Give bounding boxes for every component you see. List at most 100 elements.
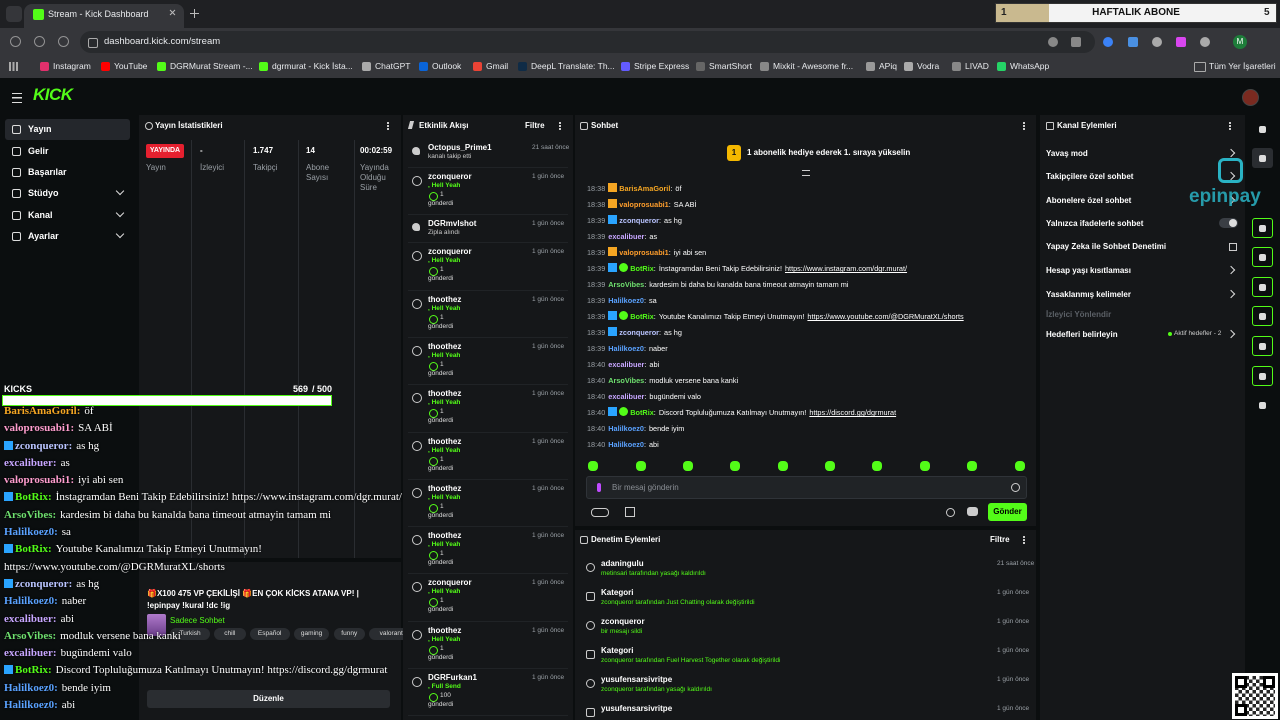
- panel-menu[interactable]: [1229, 122, 1231, 130]
- nav-button[interactable]: [58, 36, 69, 47]
- edit-button[interactable]: Düzenle: [147, 690, 390, 708]
- bookmark[interactable]: LIVAD: [965, 61, 989, 71]
- nav-item[interactable]: Ayarlar: [28, 231, 59, 241]
- nav-item[interactable]: Gelir: [28, 146, 49, 156]
- bookmark[interactable]: Mixkit - Awesome fr...: [773, 61, 854, 71]
- nav-icon[interactable]: [12, 189, 21, 198]
- channel-action[interactable]: Yapay Zeka ile Sohbet Denetimi: [1046, 242, 1167, 251]
- bookmark[interactable]: DGRMurat Stream -...: [170, 61, 253, 71]
- bookmark[interactable]: Vodra: [917, 61, 940, 71]
- all-bookmarks[interactable]: Tüm Yer İşaretleri: [1209, 61, 1276, 71]
- emote[interactable]: [636, 461, 646, 471]
- channel-action[interactable]: Abonelere özel sohbet: [1046, 196, 1132, 205]
- chat-user[interactable]: BotRix: [630, 312, 654, 322]
- panel-menu[interactable]: [1023, 122, 1025, 130]
- apps-icon[interactable]: [9, 62, 18, 71]
- channel-action[interactable]: Yavaş mod: [1046, 149, 1088, 158]
- bookmark-icon[interactable]: [760, 62, 769, 71]
- bookmark-icon[interactable]: [419, 62, 428, 71]
- bookmark-icon[interactable]: [362, 62, 371, 71]
- stream-tag[interactable]: valorant: [369, 628, 414, 640]
- rail-button[interactable]: [1252, 247, 1273, 267]
- bookmark[interactable]: SmartShort: [709, 61, 752, 71]
- extension-icon[interactable]: [1128, 37, 1138, 47]
- moderation-filter[interactable]: Filtre: [990, 535, 1010, 544]
- nav-icon[interactable]: [12, 211, 21, 220]
- channel-action[interactable]: Takipçilere özel sohbet: [1046, 172, 1134, 181]
- channel-action[interactable]: Yalnızca ifadelerle sohbet: [1046, 219, 1144, 228]
- bookmark[interactable]: APiq: [879, 61, 897, 71]
- chat-user[interactable]: excalibuer: [608, 232, 645, 242]
- chat-user[interactable]: Halilkoez0: [608, 440, 644, 450]
- stream-tag[interactable]: chill: [214, 628, 246, 640]
- bookmark[interactable]: Stripe Express: [634, 61, 690, 71]
- profile-avatar[interactable]: M: [1233, 35, 1247, 49]
- activity-filter[interactable]: Filtre: [525, 121, 545, 130]
- nav-chevron[interactable]: [115, 229, 125, 239]
- extension-icon[interactable]: [1176, 37, 1186, 47]
- bookmark-icon[interactable]: [157, 62, 166, 71]
- emote[interactable]: [730, 461, 740, 471]
- emote[interactable]: [778, 461, 788, 471]
- stream-category[interactable]: Sadece Sohbet: [170, 616, 225, 625]
- bookmark-icon[interactable]: [952, 62, 961, 71]
- send-button[interactable]: Gönder: [988, 503, 1027, 521]
- channel-action[interactable]: Yasaklanmış kelimeler: [1046, 290, 1131, 299]
- nav-button[interactable]: [34, 36, 45, 47]
- chat-user[interactable]: BarisAmaGoril: [619, 184, 671, 193]
- emote[interactable]: [825, 461, 835, 471]
- rail-button[interactable]: [1252, 366, 1273, 386]
- active-tab[interactable]: Stream - Kick Dashboard: [24, 4, 184, 28]
- chat-settings[interactable]: [946, 508, 955, 517]
- panel-menu[interactable]: [1023, 536, 1025, 544]
- chat-user[interactable]: excalibuer: [608, 392, 645, 402]
- chat-input[interactable]: [586, 476, 1027, 499]
- extension-icon[interactable]: [1152, 37, 1162, 47]
- chat-user[interactable]: ArsoVibes: [608, 376, 645, 386]
- rail-button[interactable]: [1252, 336, 1273, 356]
- bookmark-icon[interactable]: [40, 62, 49, 71]
- emote[interactable]: [920, 461, 930, 471]
- chat-user[interactable]: Halilkoez0: [608, 344, 644, 354]
- bookmark[interactable]: Gmail: [486, 61, 509, 71]
- chat-user[interactable]: Halilkoez0: [608, 424, 644, 434]
- chat-tool[interactable]: [591, 508, 609, 517]
- bookmark-icon[interactable]: [101, 62, 110, 71]
- kick-logo[interactable]: KICK: [33, 85, 73, 104]
- new-tab[interactable]: [190, 9, 199, 18]
- chat-link[interactable]: https://www.instagram.com/dgr.murat/: [784, 264, 908, 274]
- stream-tag[interactable]: funny: [333, 628, 365, 640]
- nav-item[interactable]: Başarılar: [28, 167, 67, 177]
- chat-user[interactable]: ArsoVibes: [608, 280, 645, 290]
- tab-search[interactable]: [6, 6, 22, 22]
- chat-user[interactable]: excalibuer: [608, 360, 645, 370]
- bookmark[interactable]: YouTube: [114, 61, 148, 71]
- bookmark-icon[interactable]: [696, 62, 705, 71]
- panel-menu[interactable]: [387, 122, 389, 130]
- chat-link[interactable]: https://www.youtube.com/@DGRMuratXL/shor…: [807, 312, 964, 322]
- nav-icon[interactable]: [12, 168, 21, 177]
- chat-tool[interactable]: [625, 507, 635, 517]
- bookmark[interactable]: Outlook: [432, 61, 462, 71]
- bookmark-icon[interactable]: [904, 62, 913, 71]
- nav-icon[interactable]: [12, 147, 21, 156]
- nav-icon[interactable]: [12, 125, 21, 134]
- rail-button[interactable]: [1252, 306, 1273, 326]
- channel-action[interactable]: Hesap yaşı kısıtlaması: [1046, 266, 1131, 275]
- menu-button[interactable]: [12, 93, 22, 103]
- chat-settings[interactable]: [967, 507, 978, 516]
- panel-menu[interactable]: [559, 122, 561, 130]
- nav-chevron[interactable]: [115, 186, 125, 196]
- chat-user[interactable]: zconqueror: [619, 216, 659, 226]
- bookmark-icon[interactable]: [473, 62, 482, 71]
- emote[interactable]: [588, 461, 598, 471]
- bookmark[interactable]: WhatsApp: [1010, 61, 1050, 71]
- bookmark[interactable]: dgrmurat - Kick İsta...: [272, 61, 353, 71]
- user-avatar[interactable]: [1242, 89, 1259, 106]
- bookmark[interactable]: ChatGPT: [375, 61, 411, 71]
- toggle[interactable]: [1219, 218, 1238, 228]
- emote[interactable]: [1015, 461, 1025, 471]
- emoji-button[interactable]: [1011, 483, 1020, 492]
- channel-action[interactable]: Hedefleri belirleyin: [1046, 330, 1118, 339]
- pinned-collapse[interactable]: [802, 170, 810, 176]
